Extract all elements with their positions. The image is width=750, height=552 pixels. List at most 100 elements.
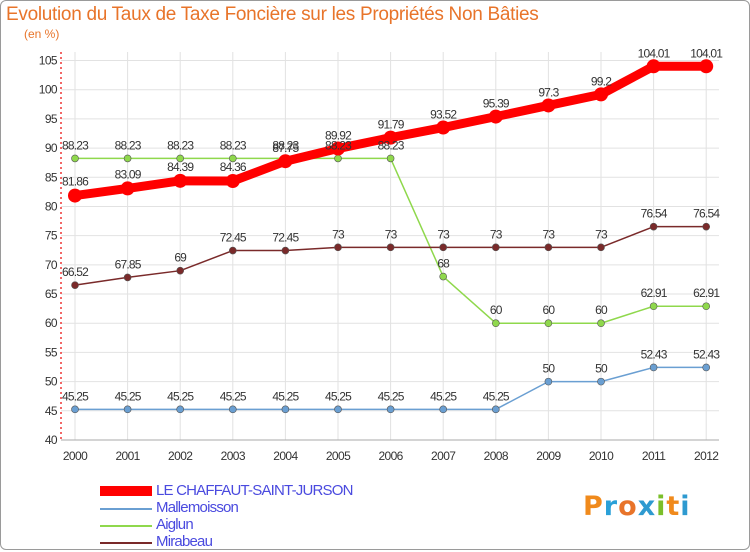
series-le-chaffaut-saint-jurson <box>68 59 714 203</box>
data-point <box>699 59 714 74</box>
y-tick-label: 75 <box>45 229 58 243</box>
data-point <box>597 243 605 252</box>
data-point <box>386 405 395 414</box>
data-point <box>702 222 711 231</box>
chart-subtitle: (en %) <box>24 27 60 41</box>
x-tick-label: 2004 <box>273 449 298 463</box>
legend-label: LE CHAFFAUT-SAINT-JURSON <box>156 482 353 499</box>
data-label: 60 <box>490 303 503 317</box>
data-label: 84.36 <box>220 160 247 174</box>
y-tick-label: 55 <box>45 345 58 359</box>
data-label: 52.43 <box>693 347 720 361</box>
data-label: 88.23 <box>62 138 89 152</box>
y-tick-label: 80 <box>45 199 58 213</box>
data-label: 45.25 <box>167 389 194 403</box>
y-tick-label: 50 <box>45 375 58 389</box>
data-point <box>229 154 237 163</box>
data-label: 73 <box>437 227 450 241</box>
data-point <box>649 363 658 372</box>
data-point <box>281 405 290 414</box>
data-point <box>68 188 82 203</box>
data-label: 81.86 <box>62 175 89 189</box>
data-point <box>649 302 658 311</box>
y-tick-label: 45 <box>45 404 58 418</box>
data-label: 45.25 <box>378 389 405 403</box>
data-label: 60 <box>543 303 556 317</box>
data-label: 93.52 <box>430 108 457 122</box>
data-label: 73 <box>595 227 608 241</box>
data-label: 89.92 <box>325 129 352 143</box>
x-tick-label: 2009 <box>536 449 561 463</box>
chart-title: Evolution du Taux de Taxe Foncière sur l… <box>6 4 539 25</box>
data-point <box>544 319 553 328</box>
data-point <box>334 154 342 163</box>
x-tick-label: 2008 <box>484 449 509 463</box>
data-point <box>439 272 448 281</box>
x-tick-label: 2003 <box>221 449 246 463</box>
series-mallemoisson <box>71 363 711 414</box>
data-label: 73 <box>385 227 398 241</box>
y-tick-label: 100 <box>39 83 58 97</box>
data-point <box>229 246 237 255</box>
data-point <box>491 319 500 328</box>
data-label: 88.23 <box>378 138 405 152</box>
data-label: 88.23 <box>325 138 352 152</box>
data-label: 88.23 <box>272 138 299 152</box>
data-label: 73 <box>543 227 556 241</box>
data-label: 84.39 <box>167 160 194 174</box>
data-point <box>176 154 184 163</box>
data-point <box>383 130 398 145</box>
data-point <box>71 405 79 414</box>
data-point <box>649 222 658 231</box>
data-point <box>488 109 503 124</box>
proxiti-logo: Proxiti <box>583 491 691 522</box>
data-point <box>334 243 342 252</box>
data-point <box>439 405 448 414</box>
data-label: 69 <box>174 251 187 265</box>
data-point <box>646 59 661 74</box>
y-tick-label: 85 <box>45 170 58 184</box>
data-point <box>544 377 553 386</box>
data-label: 104.01 <box>690 46 723 60</box>
data-label: 62.91 <box>693 286 720 300</box>
data-label: 72.45 <box>272 231 299 245</box>
data-label: 76.54 <box>693 207 720 221</box>
x-tick-label: 2007 <box>431 449 456 463</box>
legend-label: Aiglun <box>156 516 194 533</box>
legend-swatch <box>100 508 152 510</box>
x-tick-label: 2010 <box>589 449 614 463</box>
series-mirabeau <box>71 222 711 289</box>
data-point <box>278 154 293 169</box>
data-label: 45.25 <box>220 389 247 403</box>
data-label: 97.3 <box>538 85 559 99</box>
data-label: 45.25 <box>325 389 352 403</box>
data-label: 45.25 <box>483 389 510 403</box>
x-tick-label: 2005 <box>326 449 351 463</box>
legend-label: Mirabeau <box>156 533 213 550</box>
data-label: 88.23 <box>220 138 247 152</box>
data-point <box>229 405 237 414</box>
data-label: 45.25 <box>430 389 457 403</box>
data-point <box>334 405 342 414</box>
legend-swatch <box>100 525 152 527</box>
data-point <box>439 243 448 252</box>
legend-swatch <box>100 542 152 544</box>
data-point <box>173 173 188 188</box>
data-point <box>225 174 240 189</box>
data-label: 72.45 <box>220 231 247 245</box>
data-label: 67.85 <box>115 257 142 271</box>
data-point <box>120 181 135 196</box>
data-label: 62.91 <box>641 286 668 300</box>
data-label: 73 <box>332 227 345 241</box>
data-point <box>176 405 184 414</box>
x-tick-label: 2002 <box>168 449 193 463</box>
data-point <box>491 243 500 252</box>
data-label: 50 <box>595 362 608 376</box>
data-point <box>491 405 500 414</box>
data-point <box>71 281 79 289</box>
data-label: 52.43 <box>641 347 668 361</box>
y-tick-label: 105 <box>39 54 58 68</box>
data-point <box>436 120 451 135</box>
data-label: 88.23 <box>115 138 142 152</box>
data-point <box>123 405 132 414</box>
